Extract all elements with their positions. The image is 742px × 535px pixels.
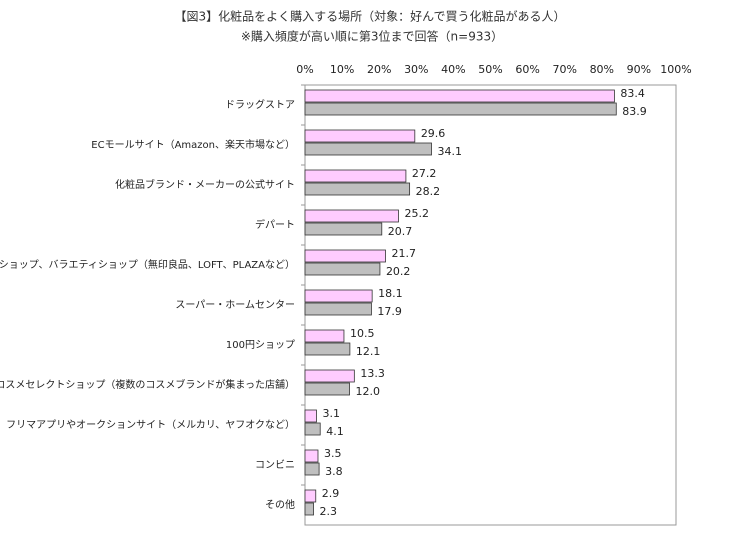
bar xyxy=(304,409,317,423)
bar xyxy=(304,462,320,476)
bar xyxy=(304,489,317,503)
bar xyxy=(304,182,411,196)
x-tick-label: 40% xyxy=(441,63,465,76)
value-label: 83.9 xyxy=(622,105,647,118)
x-tick-label: 100% xyxy=(660,63,691,76)
bar xyxy=(304,369,355,383)
chart-title: 【図3】化粧品をよく購入する場所（対象：好んで買う化粧品がある人） xyxy=(174,9,565,24)
value-label: 17.9 xyxy=(377,305,402,318)
x-tick-label: 60% xyxy=(515,63,539,76)
bar xyxy=(304,169,407,183)
x-tick-label: 50% xyxy=(478,63,502,76)
y-tick-label: スーパー・ホームセンター xyxy=(175,299,295,311)
value-label: 18.1 xyxy=(378,287,403,300)
bar xyxy=(304,302,372,316)
bar xyxy=(304,329,345,343)
x-tick-label: 80% xyxy=(590,63,614,76)
value-label: 12.0 xyxy=(356,385,381,398)
bar xyxy=(304,89,615,103)
value-label: 4.1 xyxy=(326,425,344,438)
value-label: 3.1 xyxy=(323,407,341,420)
bar xyxy=(304,289,373,303)
x-tick-label: 70% xyxy=(552,63,576,76)
x-tick-label: 10% xyxy=(330,63,354,76)
value-label: 20.2 xyxy=(386,265,411,278)
value-label: 2.3 xyxy=(320,505,338,518)
value-label: 25.2 xyxy=(404,207,429,220)
value-label: 12.1 xyxy=(356,345,381,358)
y-tick-label: デパート xyxy=(255,218,295,231)
bar xyxy=(304,129,416,143)
x-tick-label: 30% xyxy=(404,63,428,76)
bar xyxy=(304,422,321,436)
value-label: 10.5 xyxy=(350,327,375,340)
value-label: 34.1 xyxy=(438,145,463,158)
bar xyxy=(304,449,319,463)
y-tick-label: コスメセレクトショップ（複数のコスメブランドが集まった店舗） xyxy=(0,378,295,391)
value-label: 13.3 xyxy=(360,367,385,380)
bar xyxy=(304,262,381,276)
bar xyxy=(304,342,351,356)
bar xyxy=(304,382,350,396)
y-tick-label: フリマアプリやオークションサイト（メルカリ、ヤフオクなど） xyxy=(6,419,295,431)
value-label: 3.8 xyxy=(325,465,343,478)
chart-subtitle: ※購入頻度が高い順に第3位まで回答（n=933） xyxy=(241,29,503,44)
value-label: 29.6 xyxy=(421,127,446,140)
x-tick-label: 0% xyxy=(296,63,313,76)
y-tick-label: 生活雑貨ショップ、バラエティショップ（無印良品、LOFT、PLAZAなど） xyxy=(0,258,295,271)
bar xyxy=(304,249,386,263)
y-tick-label: 100円ショップ xyxy=(226,339,295,351)
bar xyxy=(304,142,432,156)
bar xyxy=(304,502,314,516)
value-label: 83.4 xyxy=(620,87,645,100)
bar xyxy=(304,222,383,236)
y-tick-label: コンビニ xyxy=(255,459,295,471)
value-label: 27.2 xyxy=(412,167,437,180)
value-label: 28.2 xyxy=(416,185,441,198)
value-label: 3.5 xyxy=(324,447,342,460)
value-label: 20.7 xyxy=(388,225,413,238)
y-tick-label: その他 xyxy=(265,498,295,511)
bar xyxy=(304,209,399,223)
value-label: 21.7 xyxy=(392,247,417,260)
x-tick-label: 20% xyxy=(367,63,391,76)
bar xyxy=(304,102,617,116)
y-tick-label: ドラッグストア xyxy=(225,98,295,111)
x-tick-label: 90% xyxy=(627,63,651,76)
y-tick-label: 化粧品ブランド・メーカーの公式サイト xyxy=(115,178,295,191)
value-label: 2.9 xyxy=(322,487,340,500)
y-tick-label: ECモールサイト（Amazon、楽天市場など） xyxy=(91,138,295,151)
